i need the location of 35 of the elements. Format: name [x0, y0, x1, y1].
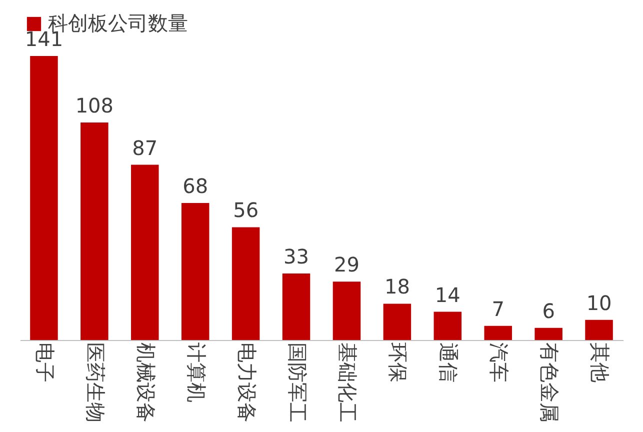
data-label: 33 [284, 244, 309, 269]
bar [534, 328, 562, 340]
data-label: 108 [75, 93, 114, 118]
bar [131, 164, 159, 340]
bar [30, 56, 58, 340]
bar [232, 227, 260, 340]
x-tick-label: 电子 [32, 342, 57, 382]
x-tick-label: 国防军工 [285, 342, 310, 422]
x-tick-label: 汽车 [487, 342, 512, 382]
data-label: 87 [132, 136, 158, 160]
data-label: 7 [492, 296, 504, 321]
bar [585, 320, 613, 340]
x-tick-label: 其他 [588, 342, 612, 382]
data-label: 14 [434, 282, 460, 307]
bar [181, 203, 210, 340]
data-label: 29 [334, 252, 360, 277]
x-tick-label: 电力设备 [234, 342, 259, 422]
x-tick-label: 通信 [436, 342, 461, 382]
data-label: 56 [233, 198, 259, 222]
x-tick-label: 医药生物 [83, 342, 108, 422]
x-tick-label: 计算机 [184, 342, 208, 402]
data-label: 18 [384, 274, 410, 299]
x-tick-label: 有色金属 [538, 342, 562, 422]
data-label: 68 [182, 174, 208, 198]
bar [484, 326, 512, 340]
x-tick-label: 环保 [386, 342, 410, 382]
data-label: 6 [542, 298, 555, 323]
bar [383, 304, 412, 340]
data-label: 10 [586, 290, 612, 315]
x-tick-label: 机械设备 [134, 342, 158, 422]
bar [282, 274, 310, 340]
bar [434, 312, 462, 340]
x-tick-label: 基础化工 [336, 342, 360, 422]
bar [80, 122, 108, 340]
bar [332, 282, 361, 340]
